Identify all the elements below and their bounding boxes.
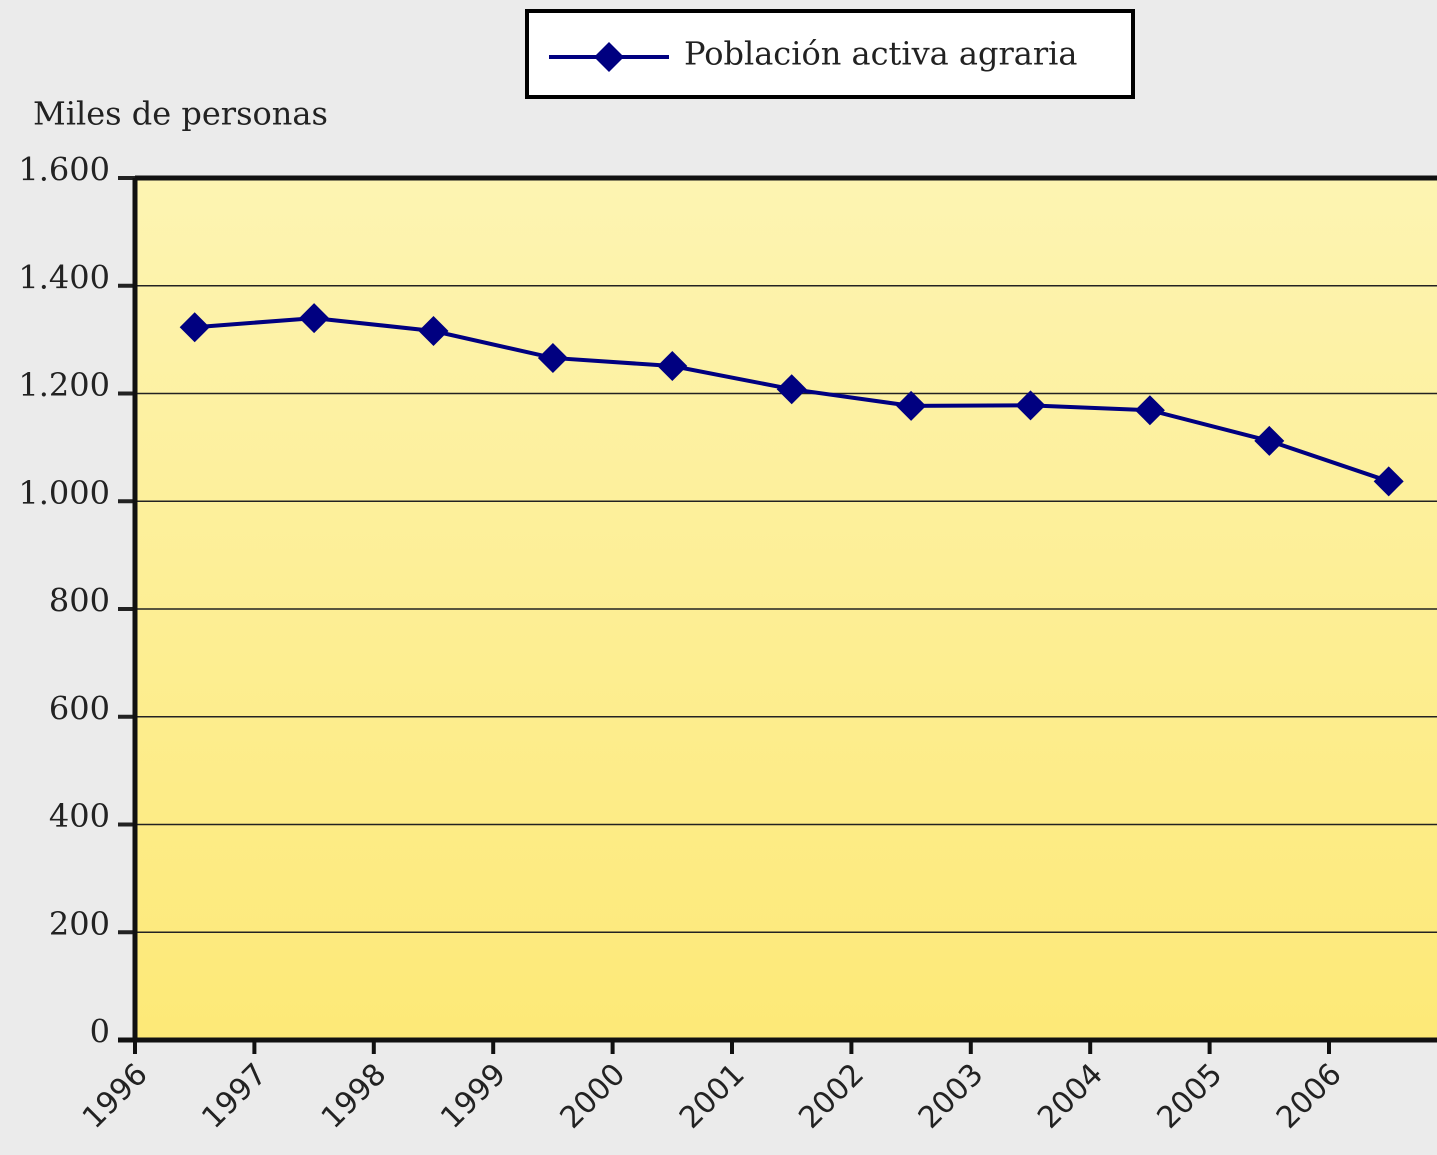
point-marker [418, 316, 449, 347]
y-tick-label: 0 [90, 1013, 110, 1051]
point-marker [657, 351, 688, 382]
y-tick-label: 1.600 [18, 151, 110, 189]
point-marker [1373, 466, 1404, 497]
legend-marker [594, 42, 624, 72]
y-tick-label: 400 [49, 797, 110, 835]
point-marker [776, 374, 807, 405]
point-marker [1134, 395, 1165, 426]
point-marker [179, 312, 210, 343]
y-tick-label: 1.400 [18, 258, 110, 296]
legend-box [525, 9, 1135, 99]
point-marker [896, 390, 927, 421]
y-axis-label: Miles de personas [33, 95, 328, 133]
y-tick-label: 1.000 [18, 474, 110, 512]
point-marker [537, 342, 568, 373]
legend-label: Población activa agraria [684, 35, 1077, 73]
y-tick-label: 1.200 [18, 366, 110, 404]
y-tick-label: 800 [49, 582, 110, 620]
y-tick-label: 600 [49, 689, 110, 727]
point-marker [299, 303, 330, 334]
y-tick-label: 200 [49, 905, 110, 943]
point-marker [1254, 425, 1285, 456]
point-marker [1015, 390, 1046, 421]
